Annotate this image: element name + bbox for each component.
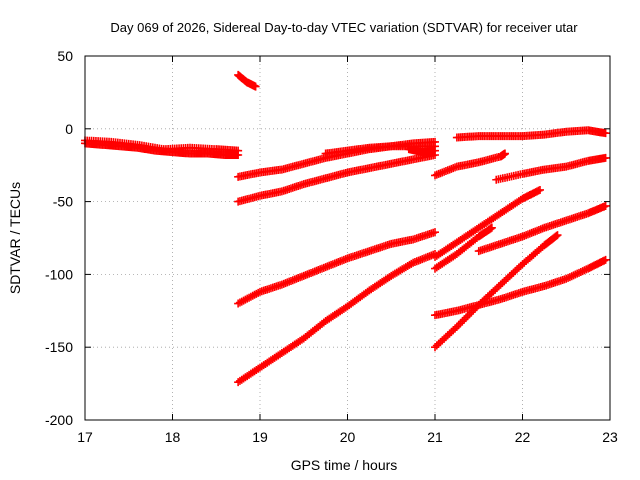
- data-point: [454, 320, 463, 329]
- data-point: [601, 201, 610, 210]
- data-series-11: [431, 149, 509, 180]
- data-series-13: [431, 185, 544, 261]
- x-tick-label: 22: [515, 429, 531, 445]
- data-point: [576, 267, 585, 276]
- data-point: [465, 310, 474, 319]
- x-tick-label: 17: [77, 429, 93, 445]
- data-point: [562, 274, 571, 283]
- data-point: [573, 269, 582, 278]
- data-point: [463, 311, 472, 320]
- data-series-5: [321, 142, 439, 158]
- grid-lines: [85, 56, 610, 420]
- x-axis-label: GPS time / hours: [291, 457, 398, 473]
- data-point: [601, 153, 610, 162]
- data-point: [458, 317, 467, 326]
- data-series-6: [234, 151, 439, 206]
- data-point: [553, 231, 562, 240]
- data-point: [431, 146, 439, 155]
- y-tick-label: -150: [45, 339, 73, 355]
- data-series-3: [234, 70, 260, 91]
- data-point: [536, 185, 544, 194]
- data-point: [431, 228, 439, 237]
- data-series-2: [81, 136, 243, 155]
- data-series-7: [404, 145, 439, 157]
- data-point: [254, 288, 263, 297]
- data-point: [569, 271, 578, 280]
- y-tick-label: 0: [65, 121, 73, 137]
- data-point: [575, 268, 584, 277]
- data-point: [578, 267, 587, 276]
- data-point: [460, 315, 469, 324]
- data-point: [564, 273, 573, 282]
- data-point: [407, 259, 416, 268]
- data-series-8: [234, 228, 439, 308]
- plot-frame: [84, 55, 611, 421]
- x-tick-label: 19: [252, 429, 268, 445]
- data-point: [461, 313, 470, 322]
- data-series-12: [492, 153, 610, 184]
- data-point: [580, 266, 589, 275]
- data-series-15: [474, 201, 610, 256]
- x-tick-label: 23: [602, 429, 618, 445]
- y-tick-label: -100: [45, 266, 73, 282]
- data-point: [552, 231, 561, 240]
- y-tick-label: 50: [57, 48, 73, 64]
- x-tick-label: 20: [340, 429, 356, 445]
- axis-ticks: 17 18 19 20 21 22 23 50 0 -50 -100 -150 -200: [45, 48, 618, 445]
- data-point: [456, 319, 465, 328]
- data-point: [501, 149, 509, 158]
- data-point: [472, 302, 481, 311]
- data-point: [451, 324, 460, 333]
- data-point: [251, 82, 260, 91]
- data-point: [601, 129, 610, 138]
- data-point: [571, 270, 580, 279]
- data-point: [487, 223, 496, 232]
- chart-title: Day 069 of 2026, Sidereal Day-to-day VTE…: [110, 20, 578, 35]
- data-series-17: [431, 231, 562, 352]
- data-point: [471, 304, 480, 313]
- y-tick-label: -50: [53, 194, 73, 210]
- data-marks: [81, 70, 610, 387]
- data-series-9: [234, 250, 439, 387]
- data-point: [452, 322, 461, 331]
- data-series-14: [431, 223, 496, 273]
- data-point: [567, 272, 576, 281]
- y-axis-label: SDTVAR / TECUs: [7, 182, 23, 294]
- data-point: [601, 255, 610, 264]
- x-tick-label: 18: [165, 429, 181, 445]
- data-point: [469, 306, 478, 315]
- x-tick-label: 21: [427, 429, 443, 445]
- data-series-10: [452, 126, 610, 142]
- data-point: [467, 308, 476, 317]
- data-point: [565, 273, 574, 282]
- y-tick-label: -200: [45, 412, 73, 428]
- data-point: [234, 146, 243, 155]
